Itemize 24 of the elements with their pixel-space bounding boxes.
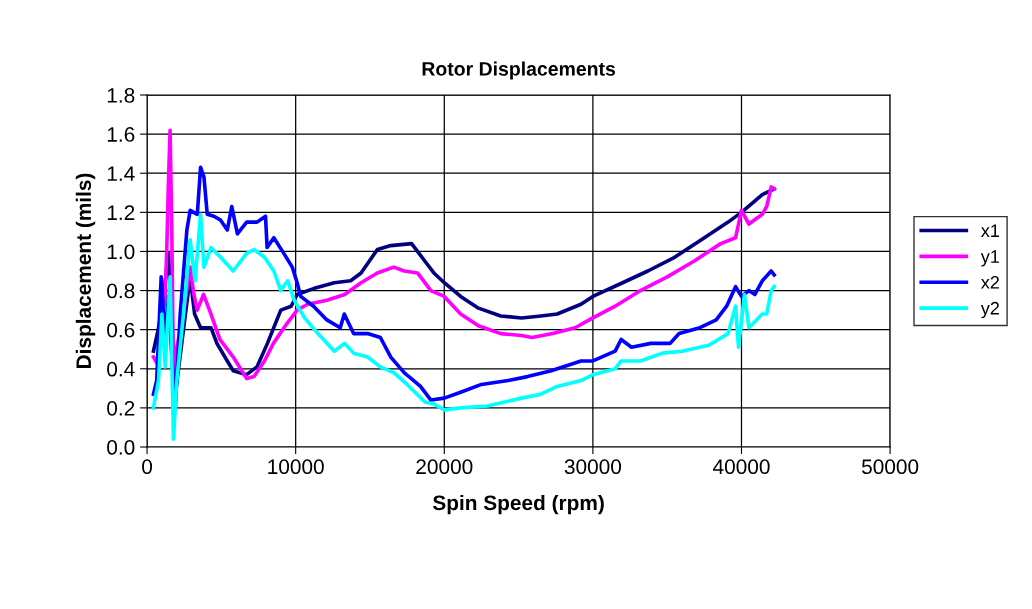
x-tick-label: 30000 [564,459,622,475]
y-tick-label: 0.6 [107,322,135,338]
y-tick-label: 0.8 [107,283,135,299]
y-tick-label: 1.4 [107,166,135,181]
y-tick-label: 0.0 [107,440,135,455]
y-tick-label: 0.4 [107,361,135,377]
y-tick-label: 1.8 [107,88,135,103]
x-tick-label: 50000 [861,459,919,475]
x-tick-label: 0 [142,459,153,475]
x-tick-label: 40000 [713,459,770,475]
y-tick-label: 1.6 [107,127,135,142]
legend-label: y1 [980,250,999,267]
x-tick-label: 20000 [416,459,473,475]
x-axis-title: Spin Speed (rpm) [432,494,604,515]
y-tick-label: 0.2 [107,400,135,416]
chart-title: Rotor Displacements [422,61,616,80]
y-axis-title: Displacement (mils) [75,173,96,369]
y-tick-label: 1.2 [107,205,135,220]
line-series [151,212,776,441]
y-tick-label: 1.0 [107,244,135,260]
legend-label: x1 [981,224,999,237]
x-tick-label: 10000 [268,459,324,475]
legend-label: x2 [981,276,999,289]
legend-label: y2 [980,301,999,319]
